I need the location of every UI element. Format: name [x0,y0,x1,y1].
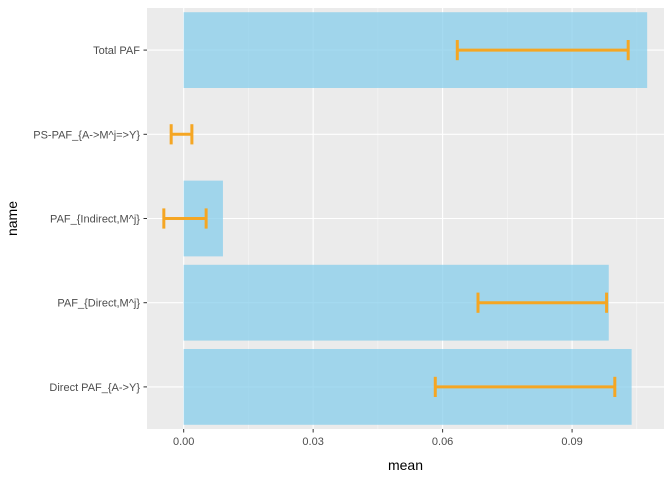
x-tick-label: 0.03 [302,436,323,448]
y-tick-label: PS-PAF_{A->M^j=>Y} [33,129,140,141]
y-tick-label: PAF_{Direct,M^j} [57,298,140,310]
error-bar [433,376,617,398]
y-tick-label: PAF_{Indirect,M^j} [50,214,140,226]
x-tick-label: 0.09 [561,436,582,448]
error-bar [169,124,194,145]
error-bars [162,39,630,398]
x-tick-label: 0.06 [432,436,453,448]
x-tick-label: 0.00 [173,436,194,448]
y-tick-label: Total PAF [93,45,140,57]
error-bar [162,208,208,229]
y-axis-title: name [4,201,20,236]
error-bar [455,39,630,61]
y-tick-label: Direct PAF_{A->Y} [49,382,140,394]
y-axis: Total PAF PS-PAF_{A->M^j=>Y} PAF_{Indirect… [33,45,147,394]
x-axis: 0.00 0.03 0.06 0.09 [173,429,583,448]
error-bar [476,292,609,313]
x-axis-title: mean [388,457,423,473]
